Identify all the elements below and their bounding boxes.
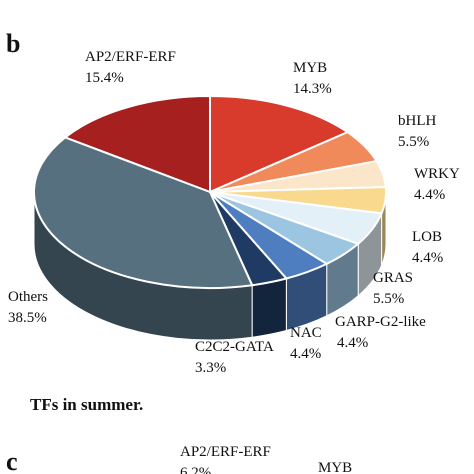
next-panel-text: MYB [318, 460, 352, 474]
slice-label: C2C2-GATA [195, 339, 274, 355]
slice-value-label: 4.4% [414, 187, 445, 203]
slice-value-label: 15.4% [85, 70, 124, 86]
slice-side [251, 277, 287, 338]
next-panel-text: AP2/ERF-ERF [180, 444, 271, 460]
slice-label: MYB [293, 60, 327, 76]
slice-label: Others [8, 289, 48, 305]
panel-label: b [6, 29, 20, 58]
slice [33, 136, 254, 289]
slice-label: AP2/ERF-ERF [85, 49, 176, 65]
slice [63, 94, 211, 194]
slice-value-label: 5.5% [398, 134, 429, 150]
slice-value-label: 5.5% [373, 291, 404, 307]
slice-value-label: 4.4% [290, 346, 321, 362]
next-panel-text: 6.2% [180, 465, 211, 474]
slice [209, 94, 350, 194]
slice-value-label: 3.3% [195, 360, 226, 376]
slice-value-label: 14.3% [293, 81, 332, 97]
slice-label: bHLH [398, 113, 436, 129]
slice-value-label: 38.5% [8, 310, 47, 326]
slice-label: GARP-G2-like [335, 314, 426, 330]
slice-label: NAC [290, 325, 322, 341]
next-panel-label: c [6, 447, 18, 474]
slice-value-label: 4.4% [337, 335, 368, 351]
slice-label: GRAS [373, 270, 413, 286]
slice-label: WRKY [414, 166, 460, 182]
slice-label: LOB [412, 229, 442, 245]
slice-value-label: 4.4% [412, 250, 443, 266]
caption: TFs in summer. [30, 395, 143, 414]
